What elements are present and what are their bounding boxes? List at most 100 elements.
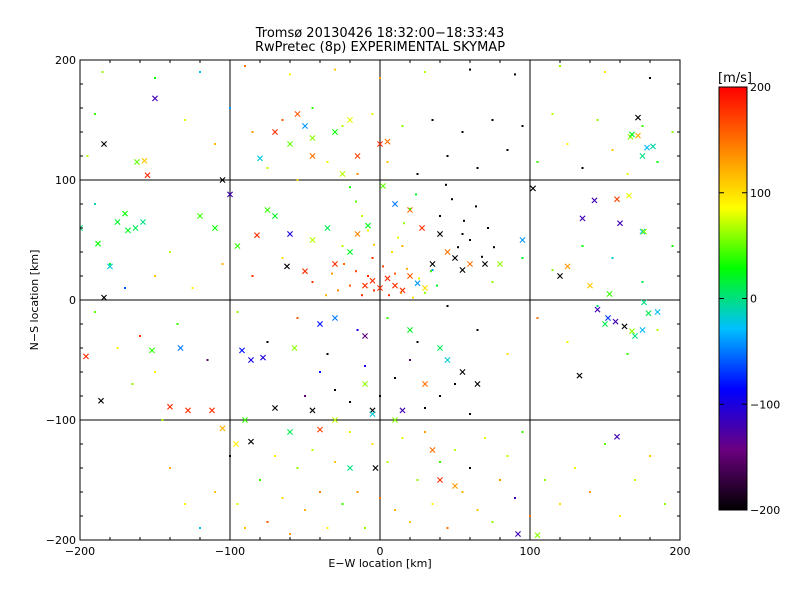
x-marker — [444, 249, 451, 255]
dot-marker — [469, 239, 471, 241]
dot-marker — [581, 167, 584, 169]
x-marker — [444, 357, 451, 363]
x-marker — [362, 333, 368, 339]
dot-marker — [94, 311, 96, 313]
dot-marker — [229, 107, 231, 109]
dot-marker — [514, 73, 516, 76]
x-marker — [354, 153, 361, 159]
x-marker — [167, 403, 173, 410]
dot-marker — [544, 479, 546, 481]
dot-marker — [446, 305, 449, 307]
dot-marker — [349, 284, 351, 287]
dot-marker — [506, 455, 509, 457]
x-marker — [399, 407, 406, 414]
x-marker — [239, 347, 245, 354]
dot-marker — [361, 215, 363, 217]
x-marker — [141, 157, 148, 164]
x-marker — [482, 261, 488, 267]
dot-marker — [364, 365, 366, 367]
dot-marker — [326, 161, 329, 163]
dot-marker — [251, 131, 254, 133]
dot-marker — [343, 263, 345, 265]
x-marker — [114, 219, 121, 225]
x-marker — [347, 117, 353, 123]
x-marker — [626, 192, 632, 199]
x-marker — [287, 141, 293, 147]
chart-subtitle: RwPretec (8p) EXPERIMENTAL SKYMAP — [255, 40, 505, 55]
x-marker — [384, 138, 391, 145]
dot-marker — [506, 353, 509, 355]
dot-marker — [319, 491, 321, 493]
dot-marker — [487, 227, 489, 229]
x-marker — [632, 333, 638, 339]
dot-marker — [551, 113, 554, 115]
dot-marker — [382, 265, 384, 268]
y-tick-label: 100 — [55, 174, 76, 187]
dot-marker — [367, 275, 369, 277]
x-marker — [419, 225, 425, 231]
x-marker — [639, 228, 646, 235]
dot-marker — [116, 347, 119, 349]
dot-marker — [397, 236, 399, 239]
dot-marker — [379, 497, 381, 499]
x-marker — [134, 159, 140, 165]
x-marker — [362, 282, 368, 289]
dot-marker — [356, 491, 359, 493]
colorbar-tick-label: 0 — [750, 293, 757, 306]
dot-marker — [311, 281, 314, 283]
x-marker — [272, 129, 278, 135]
x-marker — [234, 243, 241, 249]
x-marker — [380, 183, 386, 189]
dot-marker — [349, 186, 351, 189]
x-marker — [515, 531, 521, 537]
x-tick-label: 200 — [670, 545, 691, 558]
x-marker — [392, 417, 398, 423]
x-marker — [369, 277, 376, 284]
dot-marker — [401, 437, 404, 439]
dot-marker — [109, 263, 111, 265]
dot-marker — [634, 479, 636, 481]
x-marker — [579, 215, 586, 222]
dot-marker — [431, 269, 434, 271]
dot-marker — [124, 287, 126, 289]
dot-marker — [161, 419, 164, 421]
dot-marker — [355, 270, 357, 273]
dot-marker — [476, 509, 479, 511]
dot-marker — [394, 509, 396, 511]
dot-marker — [244, 527, 246, 529]
dot-marker — [454, 449, 456, 451]
x-marker — [149, 347, 155, 354]
dot-marker — [521, 125, 524, 127]
dot-marker — [403, 222, 405, 225]
dot-marker — [386, 161, 389, 163]
x-marker — [302, 268, 308, 275]
dot-marker — [436, 284, 438, 287]
x-marker — [309, 407, 316, 414]
dot-marker — [416, 341, 419, 343]
dot-marker — [604, 71, 606, 73]
x-marker — [98, 397, 104, 404]
dot-marker — [469, 467, 471, 469]
dot-marker — [412, 296, 414, 299]
y-axis-ticks: −200 −100 0 100 200 — [46, 54, 680, 547]
dot-marker — [337, 289, 339, 292]
dot-marker — [367, 229, 369, 232]
dot-marker — [304, 509, 306, 511]
dot-marker — [559, 503, 561, 505]
x-marker — [594, 306, 601, 313]
x-marker — [125, 227, 131, 234]
dot-marker — [461, 233, 464, 235]
dot-marker — [296, 179, 299, 181]
x-marker — [317, 321, 323, 327]
dot-marker — [551, 269, 554, 271]
dot-marker — [430, 270, 432, 273]
x-marker — [291, 345, 298, 351]
dot-marker — [566, 143, 569, 145]
dot-marker — [394, 272, 396, 275]
x-marker — [209, 407, 215, 414]
dot-marker — [491, 281, 494, 283]
x-marker — [260, 354, 266, 361]
dot-marker — [101, 71, 104, 73]
dot-marker — [499, 479, 501, 481]
x-marker — [95, 240, 101, 247]
